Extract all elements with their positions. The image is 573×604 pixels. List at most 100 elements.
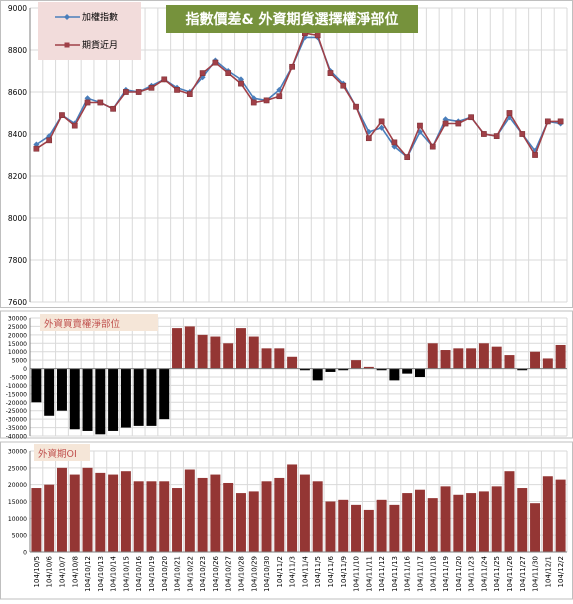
x-tick-label: 104/10/12 <box>84 556 92 592</box>
net-position-bar <box>223 343 234 369</box>
futures-point <box>225 70 232 76</box>
x-tick-label: 104/12/2 <box>557 556 565 587</box>
x-tick-label: 104/12/1 <box>544 556 552 587</box>
net-position-y-tick-label: -40000 <box>6 434 27 441</box>
net-position-y-tick-label: -25000 <box>6 408 27 415</box>
oi-label-box <box>34 444 90 461</box>
x-tick-label: 104/10/26 <box>212 555 220 591</box>
futures-point <box>353 103 359 110</box>
x-tick-label: 104/10/20 <box>161 556 169 592</box>
net-position-bar <box>351 360 362 369</box>
net-position-bar <box>274 348 285 369</box>
oi-bar <box>363 509 374 552</box>
futures-point <box>544 118 551 125</box>
net-position-y-tick-label: -20000 <box>6 400 27 407</box>
oi-bar <box>376 499 387 552</box>
oi-bar <box>338 499 349 552</box>
net-position-bar <box>159 368 170 420</box>
net-position-bar <box>325 368 336 372</box>
futures-point <box>455 120 462 127</box>
oi-bar <box>517 488 528 552</box>
index-point <box>378 124 385 131</box>
x-tick-label: 104/11/25 <box>493 556 501 592</box>
net-position-bar <box>517 368 528 371</box>
oi-bar <box>504 471 515 552</box>
net-position-y-tick-label: 15000 <box>8 341 27 348</box>
oi-bar <box>440 486 451 552</box>
oi-bar <box>223 482 234 552</box>
net-position-bar <box>248 336 259 369</box>
oi-y-tick-label: 5000 <box>12 533 27 540</box>
futures-point <box>84 99 91 106</box>
futures-point <box>417 122 423 129</box>
futures-point <box>378 118 385 125</box>
x-tick-label: 104/10/27 <box>225 556 233 592</box>
futures-point <box>250 99 257 106</box>
oi-bar <box>159 481 170 552</box>
net-position-bar <box>210 336 221 369</box>
net-position-bar <box>363 366 374 369</box>
net-position-bar <box>338 368 349 371</box>
oi-bar <box>542 476 553 552</box>
net-position-bar <box>312 368 323 381</box>
net-position-bar <box>184 326 195 369</box>
net-position-y-tick-label: 0 <box>23 366 27 373</box>
futures-point <box>199 70 206 76</box>
net-position-bar <box>402 368 413 374</box>
futures-point <box>59 112 65 118</box>
legend-index-marker <box>64 14 70 20</box>
oi-bar <box>44 484 55 552</box>
futures-point <box>123 89 129 95</box>
futures-point <box>110 105 116 112</box>
net-position-label-box <box>40 314 158 331</box>
x-tick-label: 104/10/8 <box>71 556 79 587</box>
oi-bar <box>184 469 195 552</box>
net-position-bar <box>108 368 119 431</box>
oi-bar <box>478 491 489 552</box>
oi-bar <box>56 467 67 552</box>
x-tick-label: 104/11/10 <box>353 556 361 592</box>
futures-point <box>212 59 219 66</box>
x-tick-label: 104/10/5 <box>33 556 41 587</box>
x-tick-label: 104/10/29 <box>250 556 258 592</box>
x-tick-label: 104/10/21 <box>174 556 182 592</box>
futures-point <box>186 91 193 97</box>
oi-bar <box>453 494 464 552</box>
oi-bar <box>120 471 131 552</box>
futures-point <box>289 63 295 70</box>
net-position-y-tick-label: 5000 <box>12 358 27 365</box>
net-position-bar <box>427 343 438 369</box>
net-position-bar <box>530 351 541 369</box>
oi-bar <box>325 501 336 552</box>
net-position-y-tick-label: -30000 <box>6 417 27 424</box>
x-tick-label: 104/11/23 <box>468 556 476 592</box>
oi-bar <box>31 488 42 552</box>
oi-y-tick-label: 10000 <box>8 516 27 523</box>
net-position-bar <box>56 368 67 411</box>
x-tick-label: 104/11/4 <box>301 555 309 587</box>
net-position-bar <box>555 344 566 369</box>
net-position-bar <box>120 368 131 428</box>
futures-point <box>442 120 449 127</box>
net-position-bar <box>478 343 489 369</box>
oi-bar <box>261 481 272 552</box>
futures-point <box>340 82 347 89</box>
legend-futures-label: 期貨近月 <box>82 39 118 51</box>
x-tick-label: 104/11/26 <box>506 555 514 591</box>
net-position-bar <box>44 368 55 416</box>
net-position-bar <box>414 368 425 377</box>
oi-bar <box>312 481 323 552</box>
x-tick-label: 104/11/5 <box>314 556 322 587</box>
oi-bar <box>402 493 413 552</box>
futures-point <box>161 76 168 83</box>
net-position-bar <box>95 368 106 435</box>
futures-point <box>33 145 40 152</box>
x-tick-label: 104/10/19 <box>148 556 156 592</box>
x-tick-label: 104/10/15 <box>122 556 130 592</box>
line-y-tick-label: 8400 <box>8 130 27 139</box>
net-position-bar <box>172 328 183 369</box>
x-tick-label: 104/10/14 <box>110 555 118 591</box>
x-tick-label: 104/11/16 <box>404 555 412 591</box>
net-position-y-tick-label: -10000 <box>6 383 27 390</box>
oi-bar <box>389 504 400 552</box>
